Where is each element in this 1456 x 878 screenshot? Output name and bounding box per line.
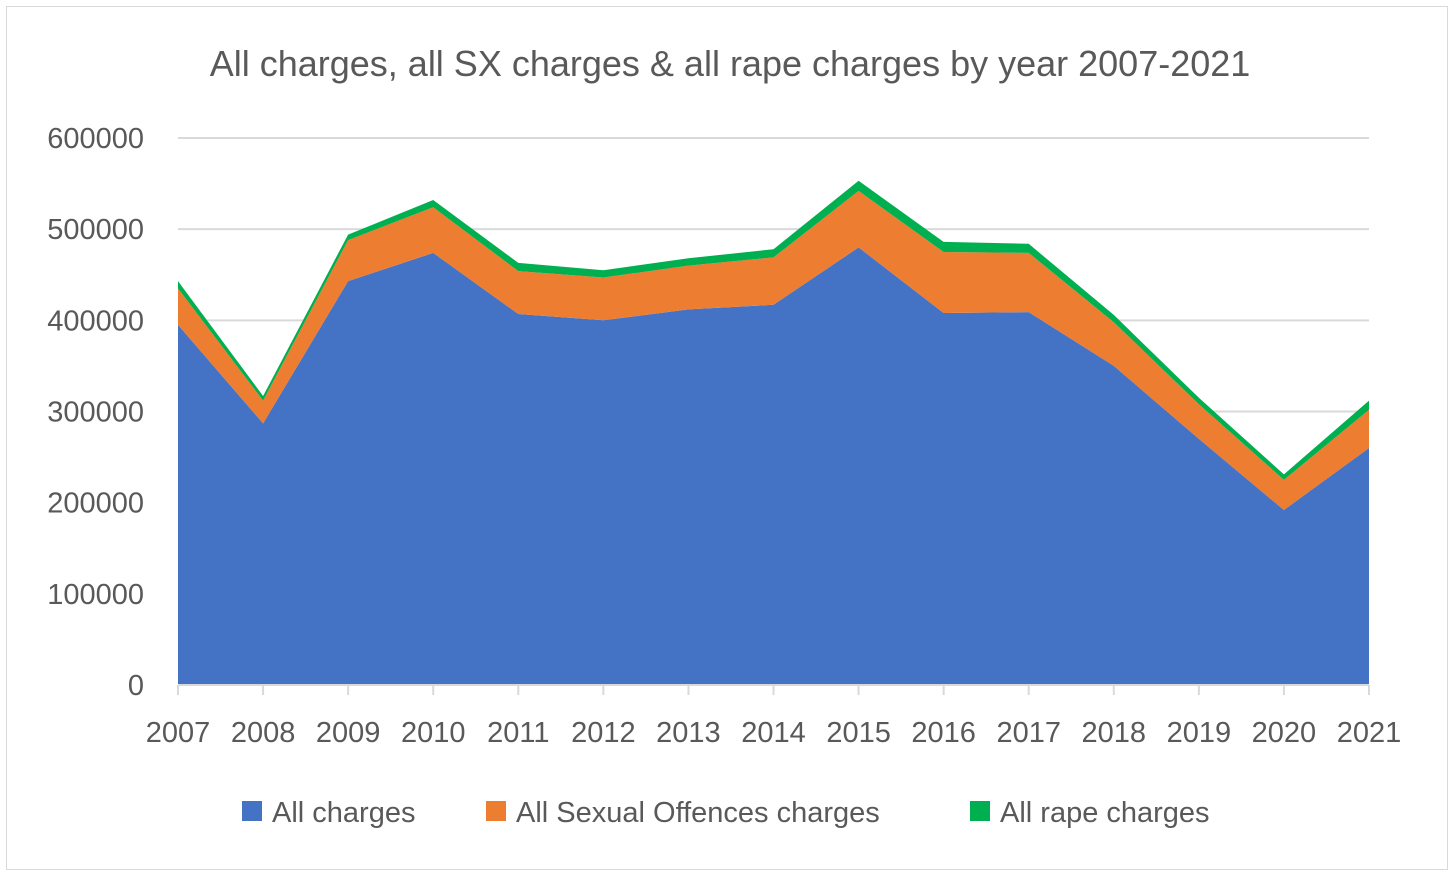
- x-tick-label: 2021: [1337, 717, 1402, 749]
- legend-label-2: All Sexual Offences charges: [516, 797, 880, 829]
- legend-label-1: All charges: [272, 797, 415, 829]
- y-tick-label: 0: [128, 670, 144, 702]
- x-tick-label: 2013: [656, 717, 721, 749]
- x-tick-label: 2009: [316, 717, 381, 749]
- chart-title: All charges, all SX charges & all rape c…: [210, 43, 1251, 84]
- legend-label-3: All rape charges: [1000, 797, 1210, 829]
- x-tick-label: 2011: [487, 717, 549, 749]
- y-tick-label: 500000: [47, 214, 144, 246]
- x-tick-label: 2008: [231, 717, 296, 749]
- x-tick-label: 2019: [1167, 717, 1232, 749]
- legend-swatch-3: [970, 801, 990, 821]
- x-tick-label: 2016: [911, 717, 976, 749]
- area-series-2: [178, 190, 1369, 510]
- x-axis: [177, 684, 1370, 695]
- x-tick-label: 2007: [146, 717, 211, 749]
- x-tick-label: 2020: [1252, 717, 1317, 749]
- legend: All charges All Sexual Offences charges Al…: [242, 797, 1210, 829]
- x-tick-label: 2018: [1082, 717, 1147, 749]
- y-tick-label: 600000: [47, 123, 144, 155]
- series-areas: [178, 180, 1369, 685]
- y-tick-label: 100000: [47, 579, 144, 611]
- y-tick-label: 400000: [47, 305, 144, 337]
- area-series-1: [178, 247, 1369, 685]
- x-tick-label: 2017: [996, 717, 1061, 749]
- y-tick-label: 300000: [47, 397, 144, 429]
- y-tick-label: 200000: [47, 488, 144, 520]
- legend-swatch-2: [486, 801, 506, 821]
- x-tick-label: 2014: [741, 717, 806, 749]
- y-axis-tick-labels: 0 100000 200000 300000 400000 500000 600000: [47, 123, 144, 702]
- x-tick-label: 2010: [401, 717, 466, 749]
- x-tick-label: 2015: [826, 717, 891, 749]
- x-tick-label: 2012: [571, 717, 636, 749]
- x-axis-tick-labels: 2007 2008 2009 2010 2011 2012 2013 2014 2015 2016…: [146, 717, 1402, 749]
- legend-swatch-1: [242, 801, 262, 821]
